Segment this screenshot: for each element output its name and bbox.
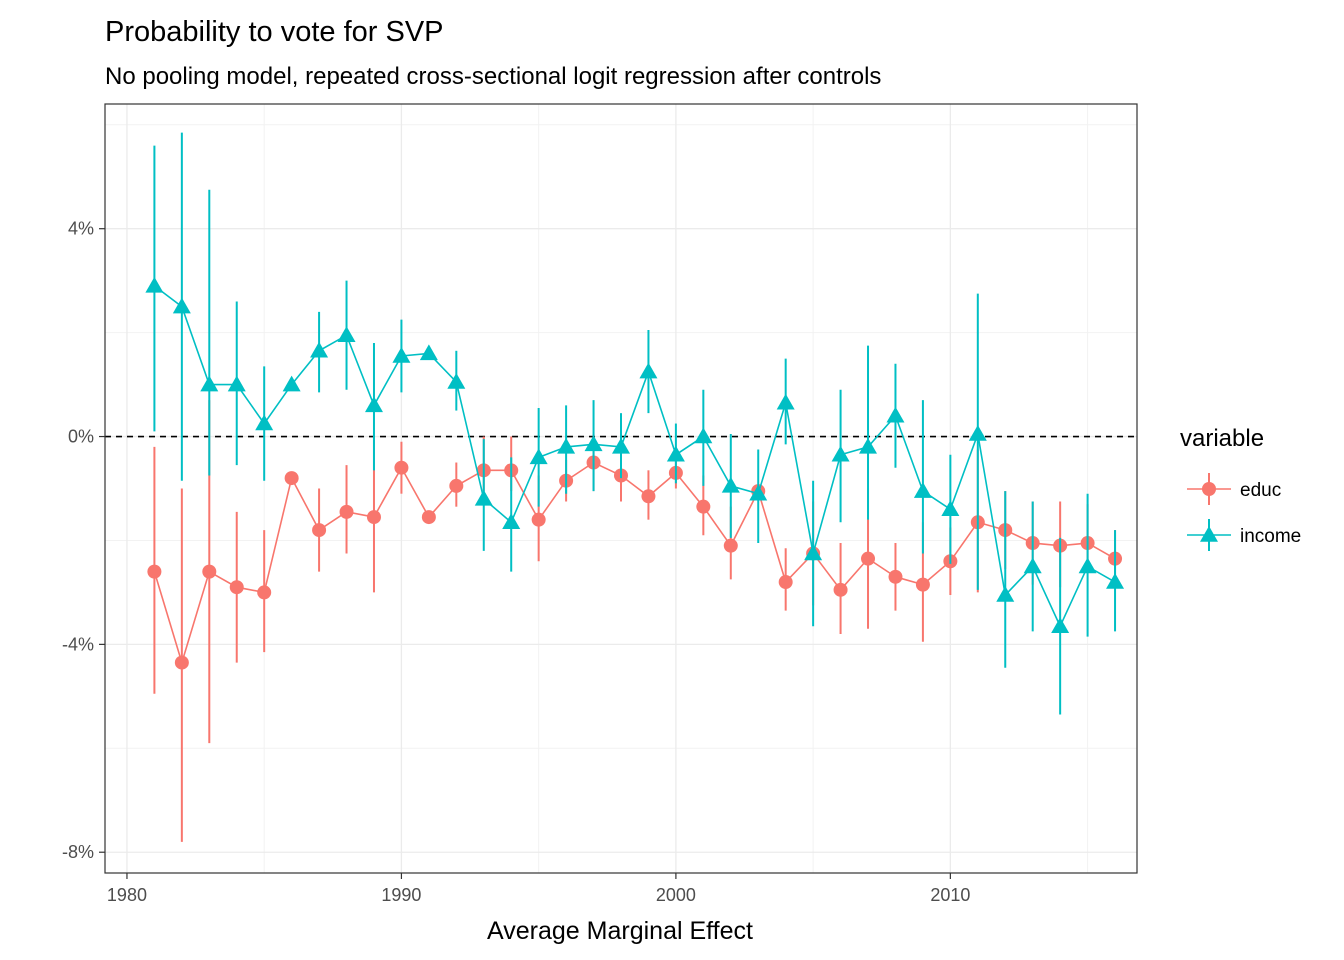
income-point [557,437,576,454]
series-educ [147,400,1123,842]
legend-item-educ: educ [1187,473,1281,505]
income-point [200,375,219,392]
legend-label-educ: educ [1240,480,1281,501]
chart-subtitle: No pooling model, repeated cross-section… [105,63,881,90]
income-point [1051,617,1070,633]
income-point [749,484,768,501]
income-point [282,375,301,392]
legend-label-income: income [1240,526,1301,547]
x-axis-title: Average Marginal Effect [487,917,753,945]
legend-item-income: income [1187,519,1301,551]
income-point [666,445,685,462]
educ-point [394,460,409,475]
legend-items: educ income [1187,473,1301,551]
income-line [153,285,1116,629]
income-point [639,362,658,379]
educ-point [915,577,930,592]
educ-point [888,569,903,584]
educ-point [421,510,436,525]
income-point [831,445,850,462]
y-tick-label: -8% [62,842,94,862]
educ-point [229,580,244,595]
x-tick-label: 1990 [381,885,421,905]
educ-point [641,489,656,504]
income-point [337,326,356,342]
legend-title: variable [1180,425,1264,452]
educ-point [202,564,217,579]
panel-border [104,103,1138,874]
income-point [145,276,164,293]
income-point [1023,557,1042,574]
educ-point [312,523,327,538]
legend: variable educ income [1180,425,1301,551]
chart-title: Probability to vote for SVP [105,16,444,48]
income-point [804,544,823,561]
income-point [859,437,878,454]
income-point [227,375,246,392]
educ-point [366,510,381,525]
y-axis: -8% -4% 0% 4% [62,219,105,862]
income-point [310,341,329,358]
y-tick-label: 0% [68,427,94,447]
educ-point [723,538,738,553]
educ-point [174,655,189,670]
income-point [886,406,905,423]
income-point [392,347,411,363]
income-point [447,372,466,389]
income-point [941,500,960,517]
educ-point [696,499,711,514]
income-point [1106,573,1125,589]
educ-point [778,575,793,590]
educ-point [284,471,299,486]
income-point [474,489,493,506]
educ-point [833,582,848,597]
educ-point [147,564,162,579]
legend-key-marker [1202,482,1216,496]
educ-point [531,512,546,527]
income-point [1078,557,1097,574]
x-axis: 1980 1990 2000 2010 [107,873,970,905]
income-point [612,437,630,454]
income-point [913,482,932,498]
income-point [255,414,274,431]
income-point [968,424,987,441]
y-tick-label: 4% [68,219,94,239]
income-point [172,297,191,314]
y-tick-label: -4% [62,634,94,654]
x-tick-label: 2000 [656,885,696,905]
series-layer [145,132,1125,842]
x-tick-label: 1980 [107,885,147,905]
income-point [694,427,713,444]
educ-line [153,461,1116,666]
income-point [776,393,795,410]
series-income [145,132,1125,715]
income-point [721,476,740,493]
educ-point [861,551,876,566]
educ-point [257,585,272,600]
educ-point [449,478,464,493]
income-point [419,344,438,361]
income-point [364,396,383,413]
income-point [584,435,603,452]
educ-point [339,504,354,519]
legend-key-marker [1200,526,1218,542]
income-point [502,513,521,530]
income-point [529,448,548,465]
income-point [996,586,1015,602]
x-tick-label: 2010 [930,885,970,905]
